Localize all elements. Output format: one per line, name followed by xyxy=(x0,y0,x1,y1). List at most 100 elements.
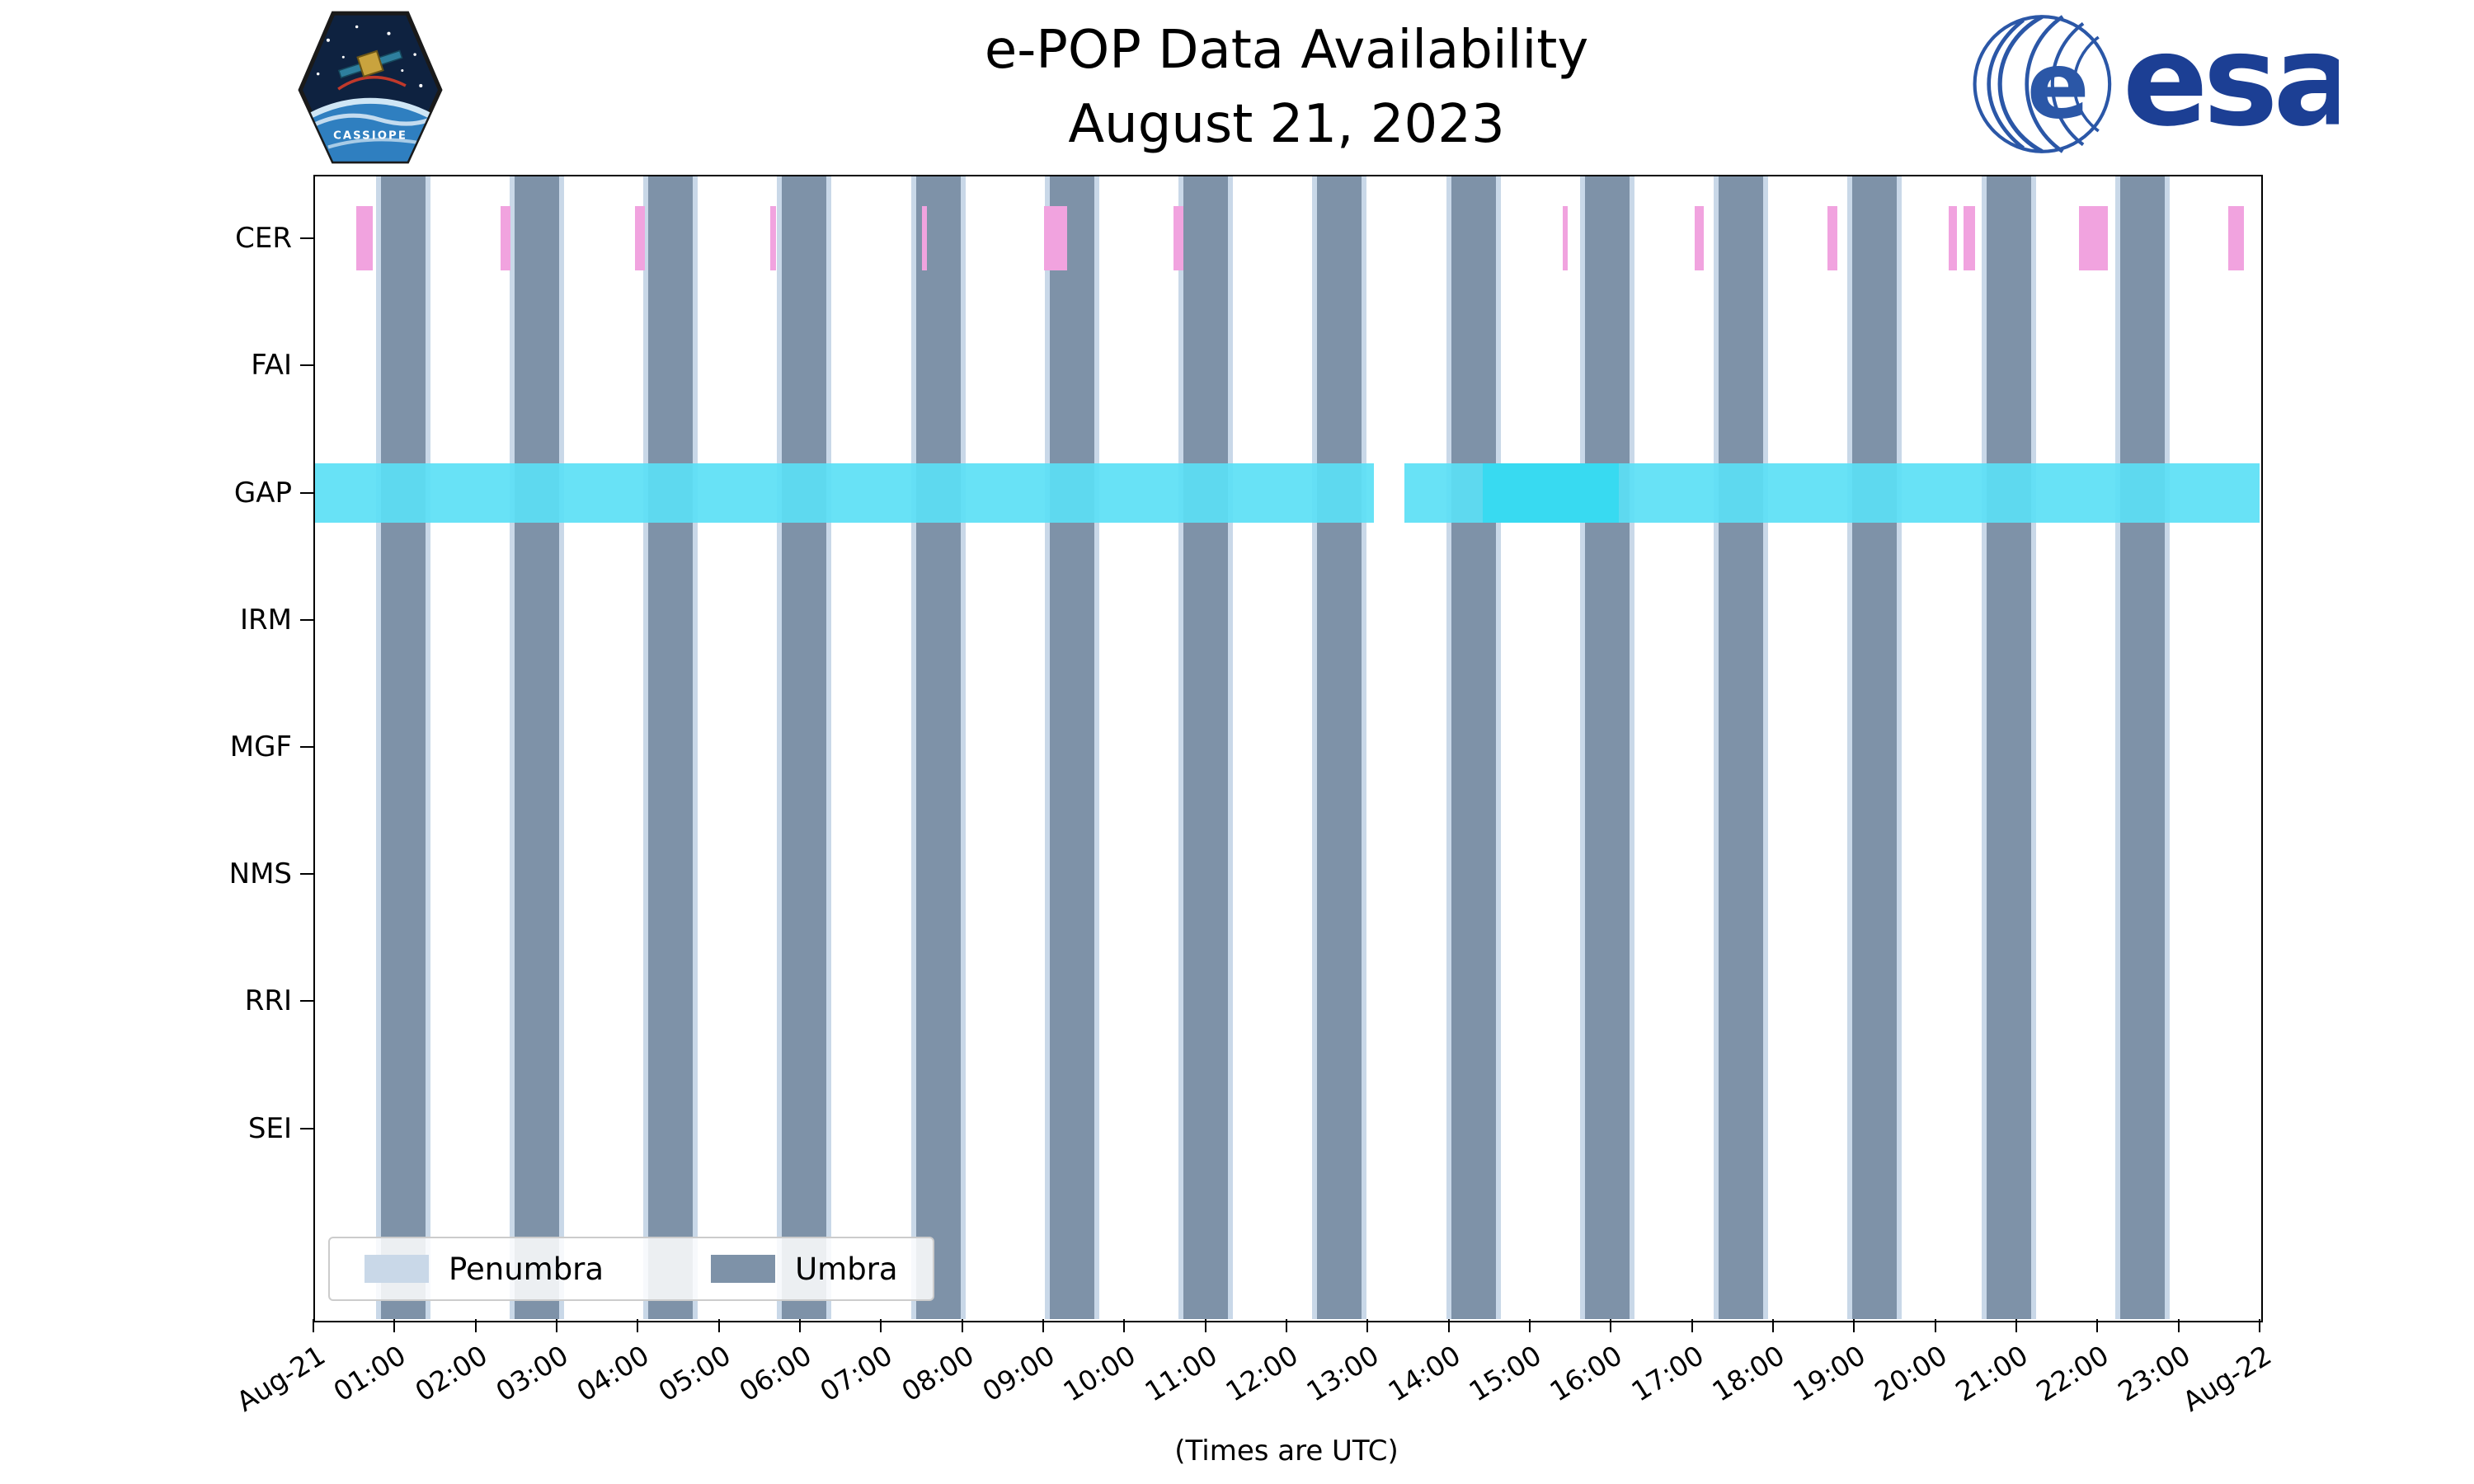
x-tick-label: 07:00 xyxy=(814,1339,898,1408)
x-tick xyxy=(961,1319,963,1332)
cer-availability-bar xyxy=(1174,206,1184,271)
umbra-bar xyxy=(1317,175,1362,1319)
umbra-bar xyxy=(2119,175,2165,1319)
penumbra-bar xyxy=(2030,175,2036,1319)
y-label-irm: IRM xyxy=(240,603,292,636)
umbra-bar xyxy=(648,175,694,1319)
umbra-bar xyxy=(1986,175,2031,1319)
penumbra-bar xyxy=(1763,175,1769,1319)
x-tick xyxy=(1934,1319,1936,1332)
penumbra-bar xyxy=(1847,175,1853,1319)
y-label-nms: NMS xyxy=(228,857,292,891)
x-tick-label: 22:00 xyxy=(2030,1339,2114,1408)
penumbra-bar xyxy=(1228,175,1234,1319)
esa-globe-icon: e xyxy=(1973,14,2112,154)
x-tick xyxy=(880,1319,882,1332)
x-tick-label: Aug-22 xyxy=(2176,1339,2277,1418)
penumbra-bar xyxy=(375,175,381,1319)
umbra-bar xyxy=(782,175,827,1319)
umbra-bar xyxy=(1049,175,1094,1319)
x-tick xyxy=(1123,1319,1126,1332)
x-tick xyxy=(1204,1319,1206,1332)
penumbra-bar xyxy=(826,175,832,1319)
x-tick-label: 04:00 xyxy=(571,1339,655,1408)
x-tick xyxy=(2096,1319,2099,1332)
x-tick-label: 05:00 xyxy=(651,1339,736,1408)
cer-availability-bar xyxy=(769,206,777,271)
y-label-mgf: MGF xyxy=(229,730,292,763)
umbra-bar xyxy=(1852,175,1898,1319)
y-tick xyxy=(300,873,313,876)
penumbra-bar xyxy=(1044,175,1050,1319)
y-tick xyxy=(300,237,313,240)
legend-label-penumbra: Penumbra xyxy=(449,1251,604,1287)
cer-availability-bar xyxy=(922,206,928,271)
x-tick xyxy=(393,1319,396,1332)
penumbra-bar xyxy=(1579,175,1585,1319)
x-tick-label: Aug-21 xyxy=(230,1339,331,1418)
y-label-gap: GAP xyxy=(233,476,292,510)
y-tick xyxy=(300,364,313,367)
x-tick xyxy=(1529,1319,1531,1332)
y-label-sei: SEI xyxy=(247,1111,292,1145)
chart-title: e-POP Data Availability August 21, 2023 xyxy=(313,13,2260,162)
cassiope-patch-graphic: CASSIOPE xyxy=(298,11,443,164)
esa-globe-e: e xyxy=(2027,32,2090,139)
patch-satellite xyxy=(337,49,403,79)
legend-swatch-penumbra xyxy=(365,1255,429,1283)
penumbra-bar xyxy=(693,175,698,1319)
y-tick xyxy=(300,1000,313,1003)
cer-availability-bar xyxy=(1563,206,1569,271)
x-tick xyxy=(556,1319,557,1332)
x-tick-label: 17:00 xyxy=(1625,1339,1710,1408)
esa-logo: e esa xyxy=(1969,8,2359,157)
x-axis-caption: (Times are UTC) xyxy=(1174,1435,1399,1468)
esa-logo-graphic: e esa xyxy=(1973,8,2359,155)
cer-availability-bar xyxy=(1949,206,1958,271)
y-tick xyxy=(300,1127,313,1129)
penumbra-bar xyxy=(1094,175,1099,1319)
x-tick-label: 06:00 xyxy=(733,1339,817,1408)
penumbra-bar xyxy=(2164,175,2170,1319)
patch-swoosh xyxy=(337,75,407,91)
x-tick xyxy=(717,1319,720,1332)
y-tick xyxy=(300,746,313,748)
x-tick-label: 12:00 xyxy=(1220,1339,1304,1408)
umbra-bar xyxy=(1183,175,1229,1319)
cer-availability-bar xyxy=(356,206,373,271)
legend-swatch-umbra xyxy=(711,1255,776,1283)
x-tick-label: 08:00 xyxy=(895,1339,980,1408)
cer-availability-bar xyxy=(2227,206,2245,271)
penumbra-bar xyxy=(643,175,649,1319)
x-tick xyxy=(1853,1319,1856,1332)
x-tick xyxy=(2015,1319,2017,1332)
penumbra-bar xyxy=(1178,175,1184,1319)
x-tick-label: 16:00 xyxy=(1544,1339,1628,1408)
x-tick xyxy=(1042,1319,1044,1332)
x-tick xyxy=(1286,1319,1287,1332)
x-tick-label: 14:00 xyxy=(1381,1339,1466,1408)
penumbra-bar xyxy=(1981,175,1987,1319)
y-label-rri: RRI xyxy=(244,984,292,1018)
umbra-bar xyxy=(1584,175,1630,1319)
penumbra-bar xyxy=(1629,175,1634,1319)
title-line2: August 21, 2023 xyxy=(1068,94,1505,155)
x-tick-label: 11:00 xyxy=(1138,1339,1223,1408)
cer-availability-bar xyxy=(635,206,646,271)
gap-availability-band xyxy=(313,463,1375,523)
penumbra-bar xyxy=(777,175,783,1319)
penumbra-bar xyxy=(1312,175,1318,1319)
y-tick xyxy=(300,618,313,621)
penumbra-bar xyxy=(425,175,430,1319)
cer-availability-bar xyxy=(1043,206,1068,271)
x-tick xyxy=(2259,1319,2260,1332)
gap-availability-band-highlight xyxy=(1482,463,1620,523)
x-tick-label: 03:00 xyxy=(490,1339,574,1408)
x-tick xyxy=(799,1319,801,1332)
x-tick xyxy=(1772,1319,1774,1332)
penumbra-bar xyxy=(960,175,966,1319)
umbra-bar xyxy=(380,175,426,1319)
cer-availability-bar xyxy=(1694,206,1705,271)
cer-availability-bar xyxy=(501,206,510,271)
x-tick-label: 01:00 xyxy=(327,1339,412,1408)
